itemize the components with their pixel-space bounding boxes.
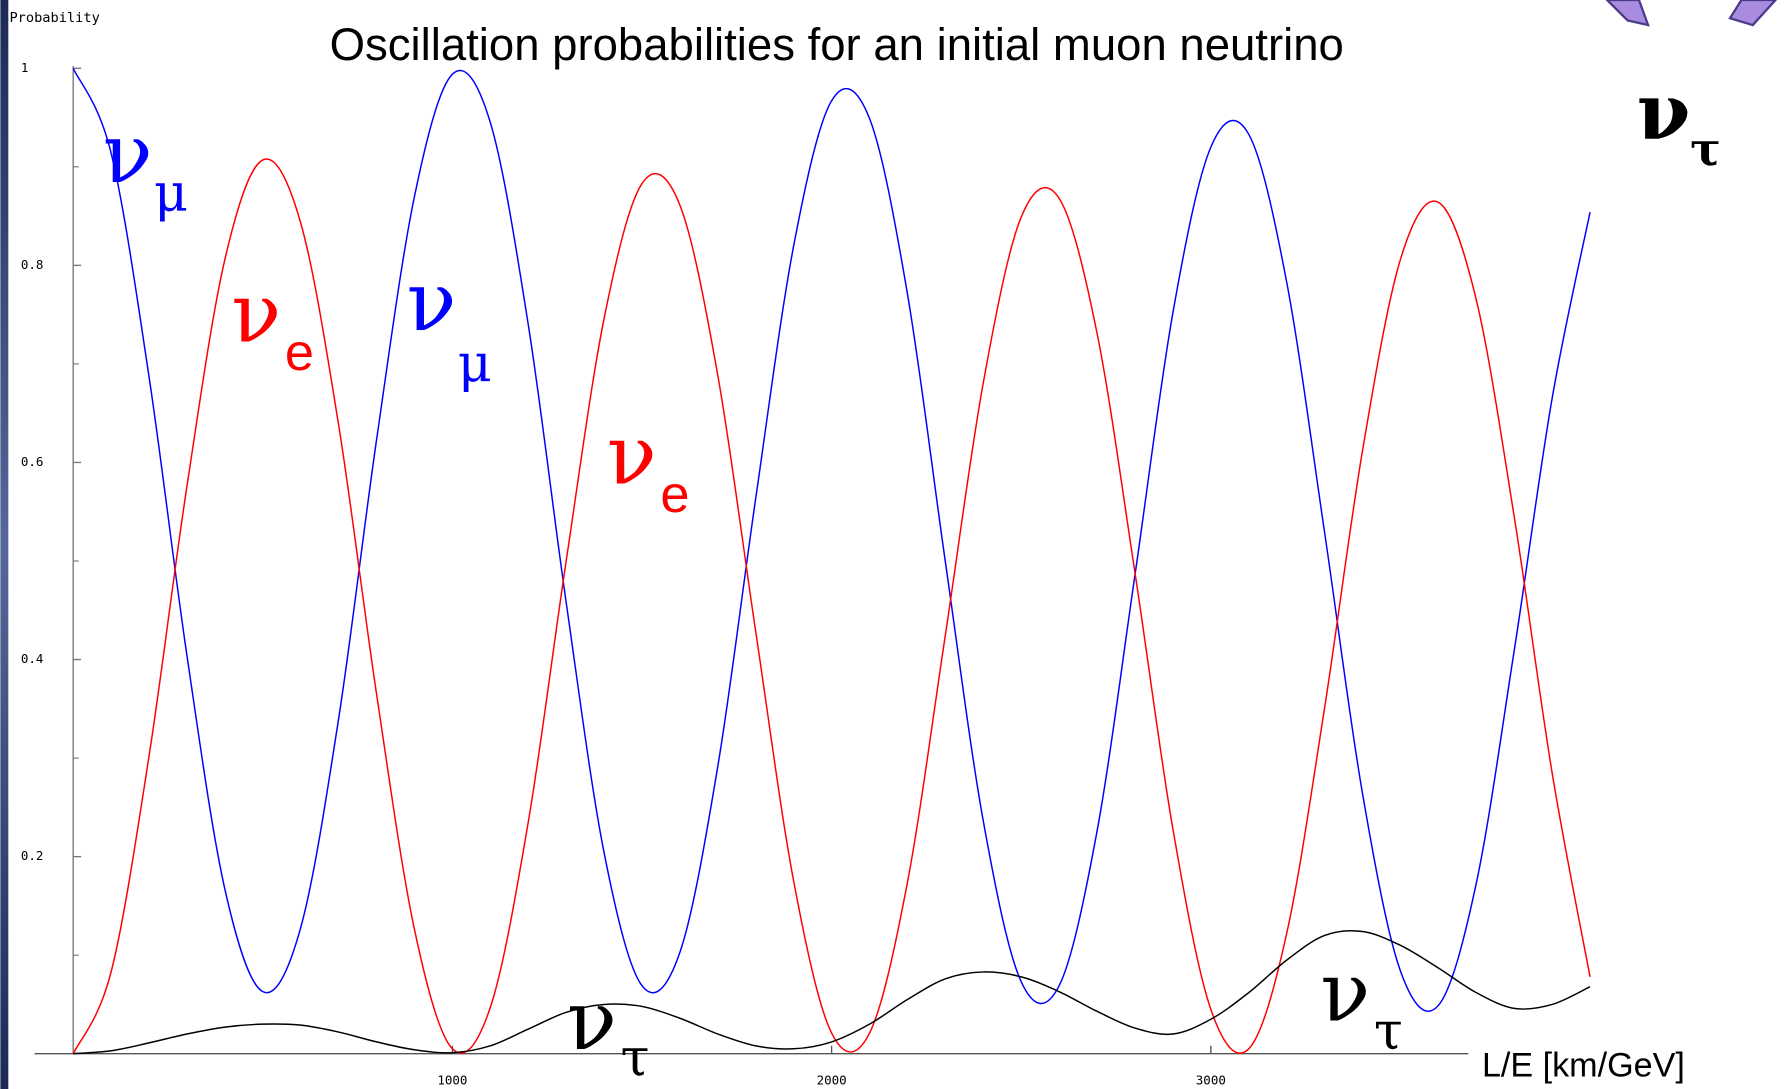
annotation-symbol: ν: [103, 107, 153, 202]
y-tick-label: 0.4: [21, 651, 44, 666]
annotation-symbol: ν: [567, 974, 617, 1069]
x-axis-label: L/E [km/GeV]: [1482, 1046, 1685, 1084]
annotation-subscript: τ: [1374, 1001, 1403, 1062]
chart-title: Oscillation probabilities for an initial…: [330, 19, 1344, 70]
annotation-symbol: ν: [607, 409, 657, 504]
annotation-subscript: τ: [1690, 122, 1721, 176]
corner-decoration: [1605, 0, 1778, 27]
y-tick-label: 1: [21, 60, 29, 75]
y-tick-label: 0.6: [21, 454, 44, 469]
series-line: [73, 930, 1591, 1055]
x-tick-label: 3000: [1196, 1073, 1226, 1088]
annotation-symbol: ν: [231, 266, 281, 361]
annotation-symbol: ν: [407, 255, 457, 350]
series-line: [72, 67, 1591, 1012]
annotation-subscript: τ: [621, 1027, 650, 1088]
x-tick-label: 1000: [437, 1073, 467, 1088]
x-tick-label: 2000: [817, 1073, 847, 1088]
annotation-symbol: ν: [1320, 946, 1370, 1041]
annotation-subscript: e: [660, 466, 689, 524]
slide-edge: [0, 0, 9, 1089]
series-line: [72, 158, 1591, 1055]
y-tick-label: 0.2: [21, 848, 44, 863]
annotation-subscript: μ: [154, 163, 188, 224]
annotation-symbol: ν: [1637, 67, 1691, 158]
y-axis-label: Probability: [9, 10, 99, 26]
annotation-subscript: μ: [458, 333, 492, 394]
y-tick-label: 0.8: [21, 257, 44, 272]
annotation-subscript: e: [285, 324, 314, 382]
